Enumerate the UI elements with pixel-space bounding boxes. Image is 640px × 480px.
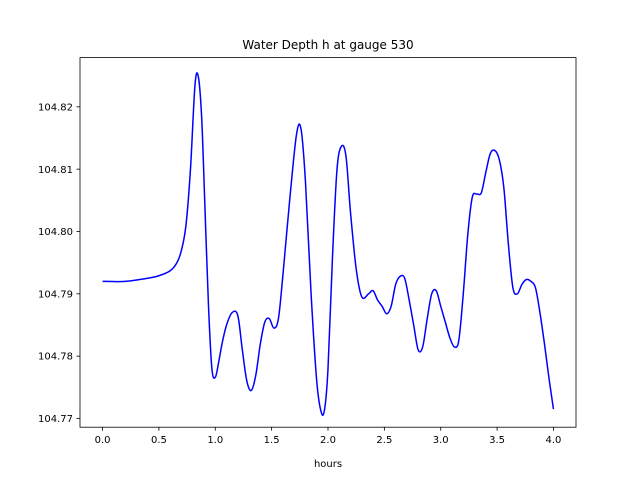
x-axis-ticks: 0.0 0.5 1.0 1.5 2.0 2.5 3.0 3.5 4.0 [95, 427, 562, 446]
x-tick-label: 3.5 [489, 435, 505, 446]
x-tick-label: 0.0 [95, 435, 111, 446]
x-tick-label: 3.0 [433, 435, 449, 446]
series-layer [102, 72, 555, 416]
chart-title: Water Depth h at gauge 530 [242, 38, 413, 52]
x-tick-label: 0.5 [151, 435, 167, 446]
x-axis-title: hours [314, 459, 342, 470]
y-tick-label: 104.82 [38, 102, 73, 113]
x-tick-label: 1.0 [207, 435, 223, 446]
y-axis-ticks: 104.77 104.78 104.79 104.80 104.81 104.82 [38, 102, 80, 425]
y-tick-label: 104.79 [38, 289, 73, 300]
x-tick-label: 2.0 [320, 435, 336, 446]
series-line [102, 72, 555, 416]
x-tick-label: 4.0 [546, 435, 562, 446]
y-tick-label: 104.80 [38, 227, 73, 238]
y-tick-label: 104.81 [38, 165, 73, 176]
y-tick-label: 104.77 [38, 414, 73, 425]
x-tick-label: 2.5 [376, 435, 392, 446]
x-tick-label: 1.5 [264, 435, 280, 446]
y-tick-label: 104.78 [38, 352, 73, 363]
